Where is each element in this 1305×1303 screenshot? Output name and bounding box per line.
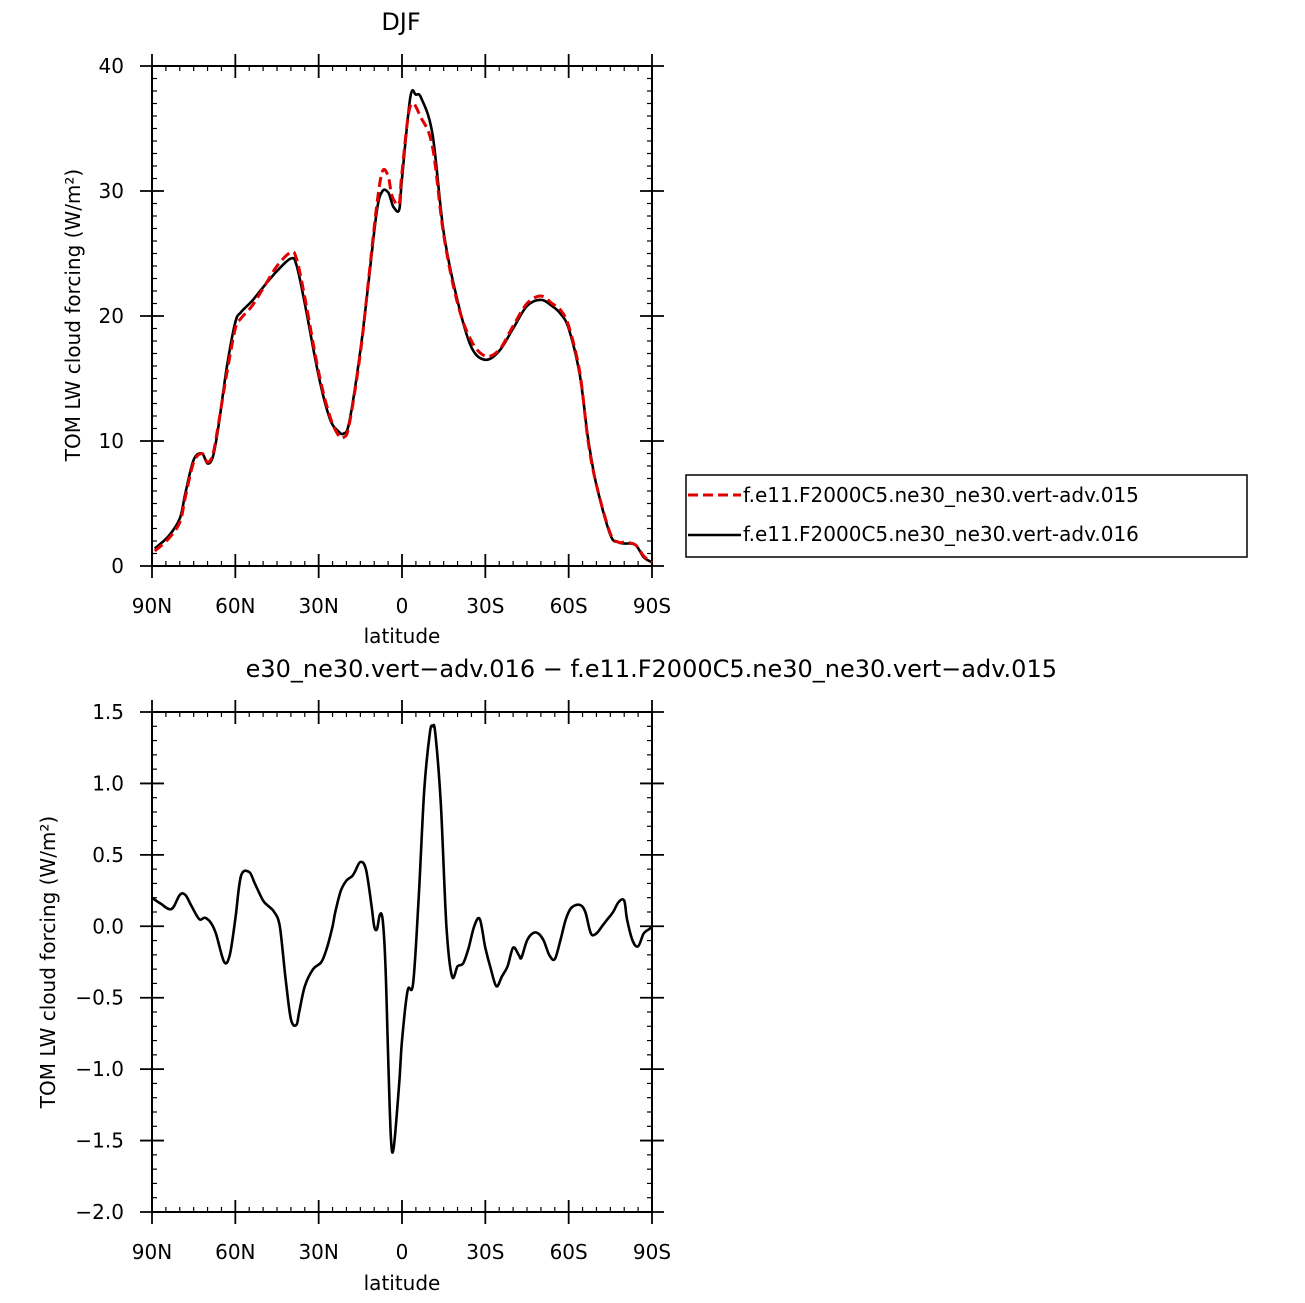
x-tick-label: 90N <box>132 1240 172 1264</box>
y-tick-label: 30 <box>99 179 124 203</box>
x-tick-label: 90S <box>633 1240 671 1264</box>
series-line-015 <box>153 101 653 564</box>
x-tick-label: 0 <box>396 594 409 618</box>
y-axis-label: TOM LW cloud forcing (W/m²) <box>61 169 85 463</box>
y-tick-label: 1.0 <box>92 771 124 795</box>
x-tick-label: 60S <box>550 1240 588 1264</box>
x-tick-label: 30N <box>298 594 338 618</box>
y-tick-label: 40 <box>99 54 124 78</box>
x-tick-label: 90N <box>132 594 172 618</box>
y-axis-label: TOM LW cloud forcing (W/m²) <box>36 816 60 1110</box>
x-tick-label: 30S <box>466 594 504 618</box>
legend: f.e11.F2000C5.ne30_ne30.vert-adv.015 f.e… <box>685 474 1248 558</box>
plot-area: −2.0 −1.5 −1.0 −0.5 0.0 0.5 1.0 1.5 90N 60N 30N 0 30… <box>75 700 671 1264</box>
y-tick-label: −2.0 <box>75 1200 124 1224</box>
series-line-diff <box>151 723 653 1154</box>
y-tick-label: −1.5 <box>75 1129 124 1153</box>
y-tick-label: −1.0 <box>75 1057 124 1081</box>
x-tick-label: 90S <box>633 594 671 618</box>
x-axis-label: latitude <box>364 1271 441 1295</box>
x-axis-label: latitude <box>364 624 441 648</box>
legend-box <box>685 474 1248 558</box>
chart-title: e30_ne30.vert−adv.016 − f.e11.F2000C5.ne… <box>246 655 1057 683</box>
y-tick-label: −0.5 <box>75 986 124 1010</box>
series-line-016 <box>153 88 653 564</box>
plot-area: 0 10 20 30 40 90N 60N 30N 0 30S 60S 90S <box>99 54 671 618</box>
x-tick-label: 30N <box>298 1240 338 1264</box>
legend-label-015: f.e11.F2000C5.ne30_ne30.vert-adv.015 <box>743 483 1139 507</box>
x-tick-label: 60S <box>550 594 588 618</box>
y-tick-label: 10 <box>99 429 124 453</box>
x-tick-label: 60N <box>215 1240 255 1264</box>
x-tick-label: 30S <box>466 1240 504 1264</box>
panel-difference: e30_ne30.vert−adv.016 − f.e11.F2000C5.ne… <box>36 655 1057 1295</box>
chart-title: DJF <box>381 8 420 36</box>
x-tick-label: 60N <box>215 594 255 618</box>
x-tick-label: 0 <box>396 1240 409 1264</box>
y-tick-label: 0.5 <box>92 843 124 867</box>
y-tick-label: 1.5 <box>92 700 124 724</box>
y-tick-label: 0 <box>111 554 124 578</box>
y-tick-label: 20 <box>99 304 124 328</box>
plot-frame <box>151 65 653 567</box>
legend-label-016: f.e11.F2000C5.ne30_ne30.vert-adv.016 <box>743 522 1139 546</box>
y-tick-label: 0.0 <box>92 914 124 938</box>
panel-djf: DJF 0 10 20 30 40 90N 60N 30N 0 30S 60S 90S latitud… <box>61 8 1248 648</box>
